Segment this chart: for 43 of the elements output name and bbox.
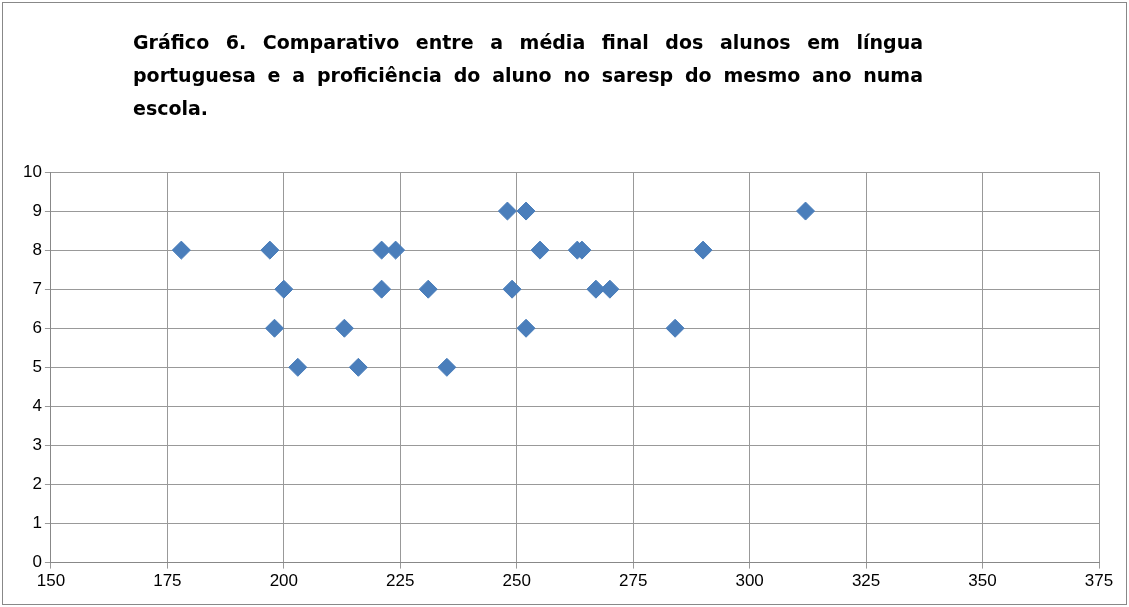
point <box>502 279 522 299</box>
y-tick-label: 3 <box>32 435 42 455</box>
x-tick-label: 325 <box>851 571 881 591</box>
y-tick-label: 5 <box>32 356 42 376</box>
y-tick-label: 10 <box>22 161 42 181</box>
point <box>265 318 284 338</box>
x-tick-label: 375 <box>1084 571 1114 591</box>
y-tick-label: 0 <box>32 552 42 572</box>
x-tick-label: 250 <box>502 571 531 591</box>
point <box>437 357 457 377</box>
point <box>530 240 550 260</box>
x-tick-label: 300 <box>735 571 764 591</box>
point <box>274 279 294 299</box>
x-tick-label: 225 <box>386 571 415 591</box>
x-tick-label: 275 <box>618 571 648 591</box>
y-tick-label: 8 <box>32 239 42 259</box>
x-tick-label: 175 <box>153 571 182 591</box>
point <box>516 201 536 221</box>
chart-title: Gráfico 6. Comparativo entre a média final dos alunos em língua portuguesa e a proficiência do aluno no saresp do mesmo ano numa escola. <box>133 30 923 121</box>
x-tick-label: 150 <box>36 571 66 591</box>
x-tick-label: 200 <box>269 571 299 591</box>
point <box>665 318 685 338</box>
y-tick-label: 2 <box>32 474 42 494</box>
point <box>693 240 713 260</box>
point <box>288 357 308 377</box>
y-tick-label: 1 <box>32 513 42 533</box>
point <box>497 201 517 221</box>
point <box>372 279 392 299</box>
point <box>796 201 816 221</box>
y-tick-label: 4 <box>32 396 42 416</box>
point <box>171 240 191 260</box>
point <box>334 318 354 338</box>
point <box>260 240 280 260</box>
point <box>600 279 620 299</box>
point <box>348 357 368 377</box>
point <box>586 279 606 299</box>
y-tick-label: 7 <box>32 278 42 298</box>
point <box>516 318 536 338</box>
y-tick-label: 6 <box>32 317 42 337</box>
x-tick-label: 350 <box>968 571 997 591</box>
point <box>386 240 406 260</box>
point <box>418 279 438 299</box>
y-tick-label: 9 <box>32 200 42 220</box>
